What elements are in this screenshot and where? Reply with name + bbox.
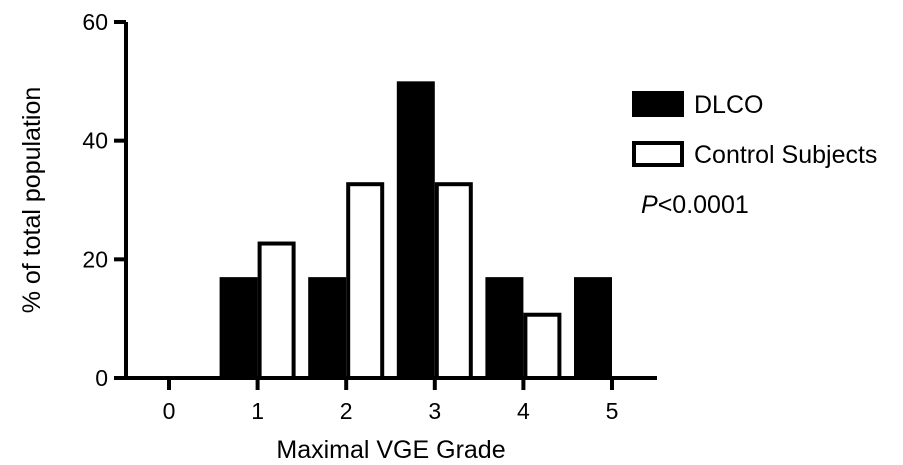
y-tick-label-0: 0 [95, 365, 108, 391]
bar-control-3 [434, 182, 473, 380]
bar-dlco-4 [485, 277, 524, 380]
x-tick-label-2: 2 [340, 398, 353, 424]
legend: DLCO Control Subjects [632, 91, 877, 169]
y-tick-label-60: 60 [82, 9, 108, 35]
p-value-annotation: P<0.0001 [641, 191, 749, 219]
p-value-italic: P [641, 191, 658, 219]
x-tick-label-3: 3 [428, 398, 441, 424]
legend-swatch-control [632, 141, 684, 167]
x-tick-label-4: 4 [517, 398, 530, 424]
y-ticks-group: 0 20 40 60 [82, 9, 126, 391]
legend-label-dlco: DLCO [694, 91, 763, 119]
axes-group [124, 22, 657, 380]
legend-label-control: Control Subjects [694, 141, 877, 169]
bar-dlco-5 [574, 277, 612, 380]
p-value-rest: <0.0001 [658, 191, 749, 219]
x-tick-label-5: 5 [606, 398, 619, 424]
x-tick-label-1: 1 [251, 398, 264, 424]
y-axis-title: % of total population [18, 87, 46, 314]
x-axis-title: Maximal VGE Grade [276, 436, 505, 464]
x-tick-label-0: 0 [163, 398, 176, 424]
y-tick-label-40: 40 [82, 128, 108, 154]
bar-control-1 [257, 241, 296, 380]
bar-dlco-1 [219, 277, 258, 380]
bar-control-2 [346, 182, 385, 380]
y-tick-label-20: 20 [82, 246, 108, 272]
bars-group [219, 81, 612, 381]
bar-dlco-2 [308, 277, 347, 380]
x-ticks-group: 0 1 2 3 4 5 [163, 378, 619, 424]
bar-control-4 [523, 312, 562, 381]
legend-swatch-dlco [632, 91, 684, 117]
bar-dlco-3 [396, 81, 435, 380]
